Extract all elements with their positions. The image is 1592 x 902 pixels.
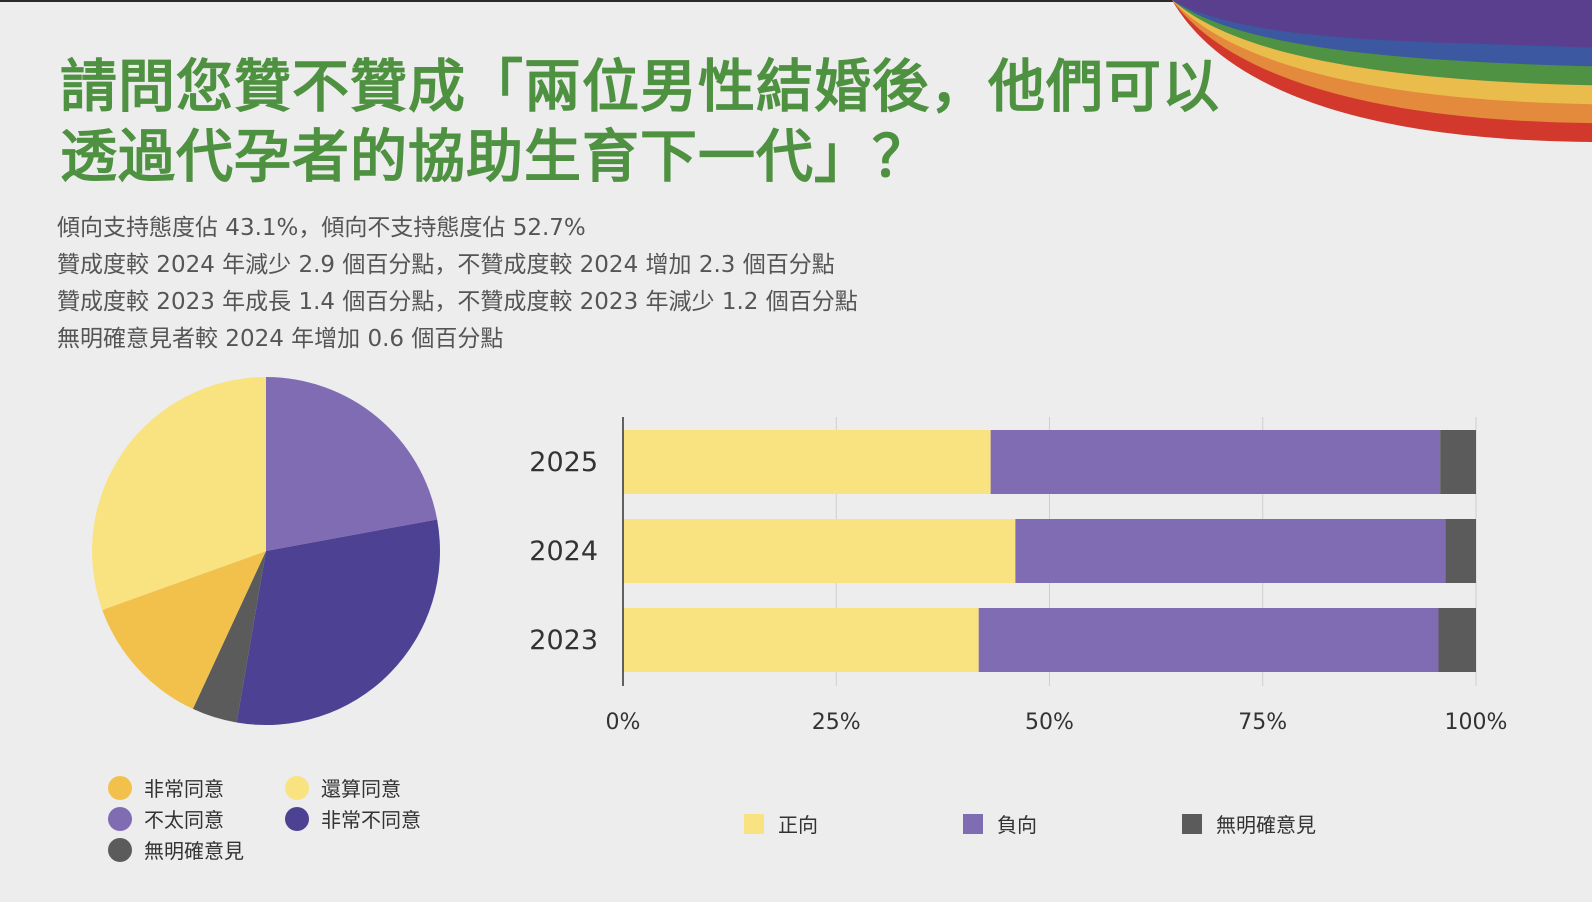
summary-line: 贊成度較 2024 年減少 2.9 個百分點，不贊成度較 2024 增加 2.3… bbox=[57, 252, 835, 278]
summary-line: 無明確意見者較 2024 年增加 0.6 個百分點 bbox=[57, 326, 504, 352]
legend-label: 無明確意見 bbox=[144, 839, 244, 863]
summary-line: 傾向支持態度佔 43.1%，傾向不支持態度佔 52.7% bbox=[57, 215, 586, 241]
bar-segment bbox=[623, 608, 979, 672]
legend-swatch bbox=[285, 775, 309, 800]
bar-segment bbox=[1438, 608, 1476, 672]
legend-swatch bbox=[744, 813, 764, 834]
legend-item: 無明確意見 bbox=[1182, 809, 1316, 838]
legend-item: 不太同意 bbox=[108, 804, 224, 833]
summary-line: 贊成度較 2023 年成長 1.4 個百分點，不贊成度較 2023 年減少 1.… bbox=[57, 289, 858, 315]
bar-segment bbox=[978, 608, 1439, 672]
legend-item: 正向 bbox=[744, 809, 818, 838]
x-tick-label: 50% bbox=[1025, 710, 1074, 735]
pie-slice bbox=[236, 519, 440, 725]
y-tick-label: 2023 bbox=[529, 625, 598, 656]
legend-label: 非常不同意 bbox=[321, 808, 421, 832]
legend-label: 非常同意 bbox=[144, 777, 224, 801]
pie-slice bbox=[102, 551, 266, 709]
bar-segment bbox=[990, 430, 1441, 494]
legend-swatch bbox=[108, 806, 132, 831]
x-tick-label: 0% bbox=[606, 710, 641, 735]
legend-item: 非常同意 bbox=[108, 773, 224, 802]
legend-label: 無明確意見 bbox=[1216, 813, 1316, 837]
x-tick-label: 100% bbox=[1445, 710, 1508, 735]
legend-item: 還算同意 bbox=[285, 773, 401, 802]
x-tick-label: 75% bbox=[1238, 710, 1287, 735]
summary-text: 傾向支持態度佔 43.1%，傾向不支持態度佔 52.7% 贊成度較 2024 年… bbox=[57, 210, 858, 358]
legend-label: 還算同意 bbox=[321, 777, 401, 801]
bar-segment bbox=[623, 519, 1016, 583]
bar-legend: 正向 負向 無明確意見 bbox=[744, 809, 1364, 839]
legend-swatch bbox=[285, 806, 309, 831]
legend-swatch bbox=[1182, 813, 1202, 834]
legend-item: 非常不同意 bbox=[285, 804, 421, 833]
pie-chart bbox=[92, 377, 440, 725]
legend-label: 不太同意 bbox=[144, 808, 224, 832]
legend-label: 負向 bbox=[997, 813, 1037, 837]
pie-slice bbox=[192, 551, 266, 723]
rainbow-band bbox=[1172, 0, 1592, 48]
stacked-bar-chart: 0% 25% 50% 75% 100% 2025 2024 2023 bbox=[529, 417, 1508, 735]
rainbow-decoration bbox=[1172, 0, 1592, 142]
bar-segment bbox=[1015, 519, 1446, 583]
pie-slice bbox=[92, 377, 267, 610]
legend-label: 正向 bbox=[778, 813, 818, 837]
legend-swatch bbox=[108, 775, 132, 800]
bar-segment bbox=[623, 430, 991, 494]
y-tick-label: 2025 bbox=[529, 447, 598, 478]
legend-item: 無明確意見 bbox=[108, 835, 244, 864]
legend-swatch bbox=[108, 837, 132, 862]
bar-segment bbox=[1440, 430, 1476, 494]
pie-slice bbox=[266, 377, 438, 551]
legend-item: 負向 bbox=[963, 809, 1037, 838]
bar-segment bbox=[1445, 519, 1476, 583]
y-tick-label: 2024 bbox=[529, 536, 598, 567]
legend-swatch bbox=[963, 813, 983, 834]
x-tick-label: 25% bbox=[812, 710, 861, 735]
page-title: 請問您贊不贊成「兩位男性結婚後，他們可以透過代孕者的協助生育下一代」？ bbox=[60, 54, 1220, 190]
top-border bbox=[0, 0, 1592, 2]
